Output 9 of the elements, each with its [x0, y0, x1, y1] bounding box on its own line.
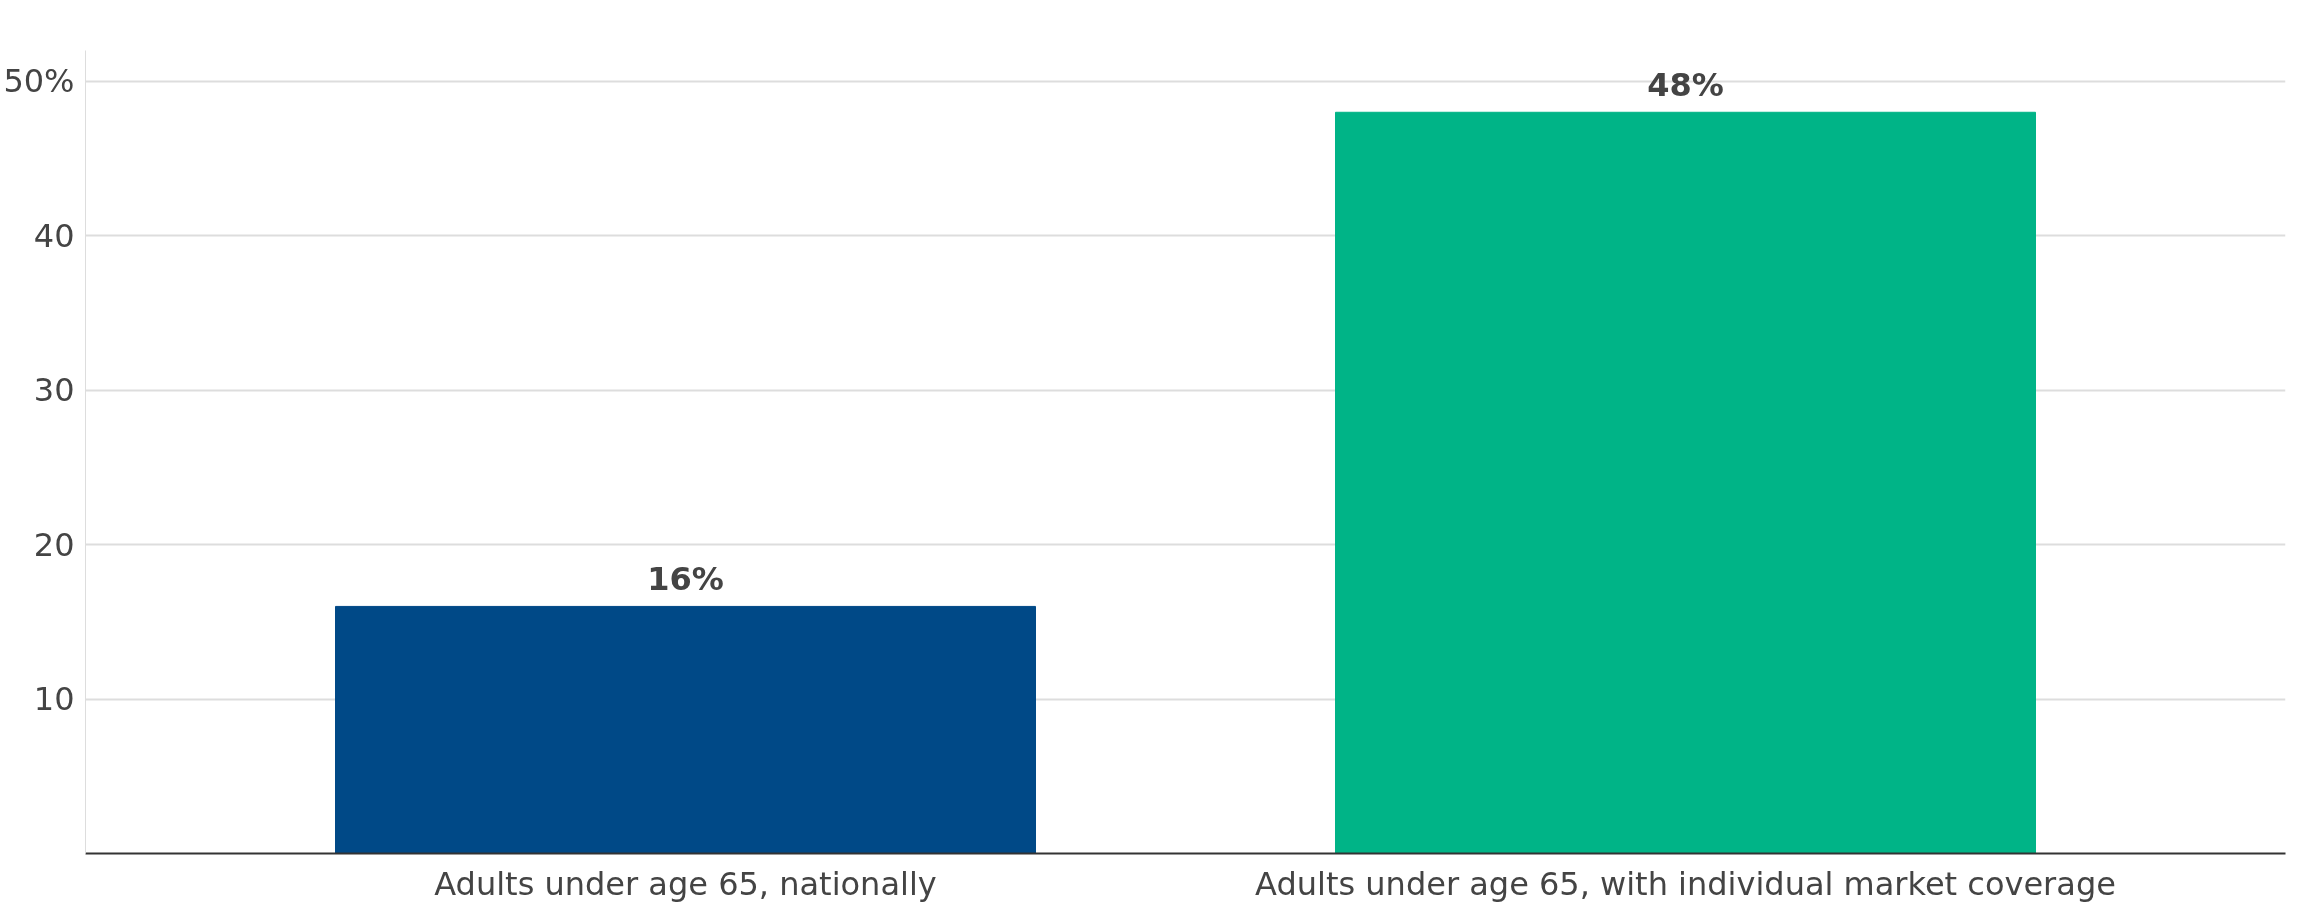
y-tick-label: 50%	[3, 62, 75, 101]
y-tick-label: 30	[33, 371, 75, 410]
y-tick-label: 20	[33, 525, 75, 564]
y-tick-label: 40	[33, 216, 75, 255]
x-tick-label: Adults under age 65, nationally	[434, 864, 937, 903]
y-tick-label: 10	[33, 680, 75, 719]
x-tick-label: Adults under age 65, with individual market coverage	[1255, 864, 2116, 903]
data-label: 16%	[647, 560, 724, 599]
data-label: 48%	[1647, 66, 1724, 105]
